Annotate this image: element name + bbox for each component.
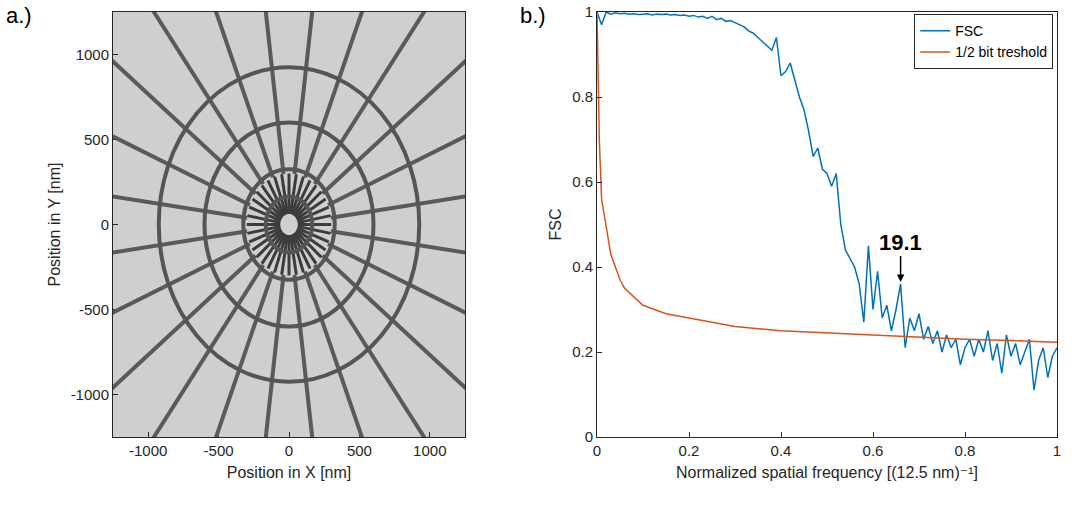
svg-text:b.): b.) (520, 3, 546, 28)
svg-text:500: 500 (84, 131, 109, 148)
svg-text:0: 0 (101, 216, 109, 233)
svg-text:-1000: -1000 (129, 442, 167, 459)
svg-text:0.6: 0.6 (863, 442, 884, 459)
svg-text:Normalized spatial frequency [: Normalized spatial frequency [(12.5 nm)⁻… (676, 464, 978, 481)
svg-text:0.4: 0.4 (771, 442, 792, 459)
svg-text:0.4: 0.4 (572, 258, 593, 275)
svg-text:0: 0 (285, 442, 293, 459)
svg-text:Position in X [nm]: Position in X [nm] (227, 464, 352, 481)
svg-text:1: 1 (585, 3, 593, 20)
svg-text:0.2: 0.2 (572, 343, 593, 360)
svg-text:0: 0 (585, 428, 593, 445)
svg-text:a.): a.) (6, 3, 32, 28)
svg-text:1/2 bit treshold: 1/2 bit treshold (955, 44, 1047, 60)
svg-text:FSC: FSC (955, 23, 983, 39)
svg-text:0: 0 (593, 442, 601, 459)
svg-text:19.1: 19.1 (879, 230, 922, 255)
svg-text:0.8: 0.8 (955, 442, 976, 459)
svg-text:FSC: FSC (547, 209, 564, 241)
svg-text:0.8: 0.8 (572, 88, 593, 105)
svg-text:Position in Y [nm]: Position in Y [nm] (46, 163, 63, 287)
svg-text:500: 500 (347, 442, 372, 459)
svg-text:-1000: -1000 (71, 386, 109, 403)
svg-text:0.2: 0.2 (679, 442, 700, 459)
svg-text:1000: 1000 (413, 442, 446, 459)
svg-text:0.6: 0.6 (572, 173, 593, 190)
svg-text:-500: -500 (204, 442, 234, 459)
svg-text:-500: -500 (79, 301, 109, 318)
svg-text:1: 1 (1053, 442, 1061, 459)
svg-text:1000: 1000 (76, 46, 109, 63)
